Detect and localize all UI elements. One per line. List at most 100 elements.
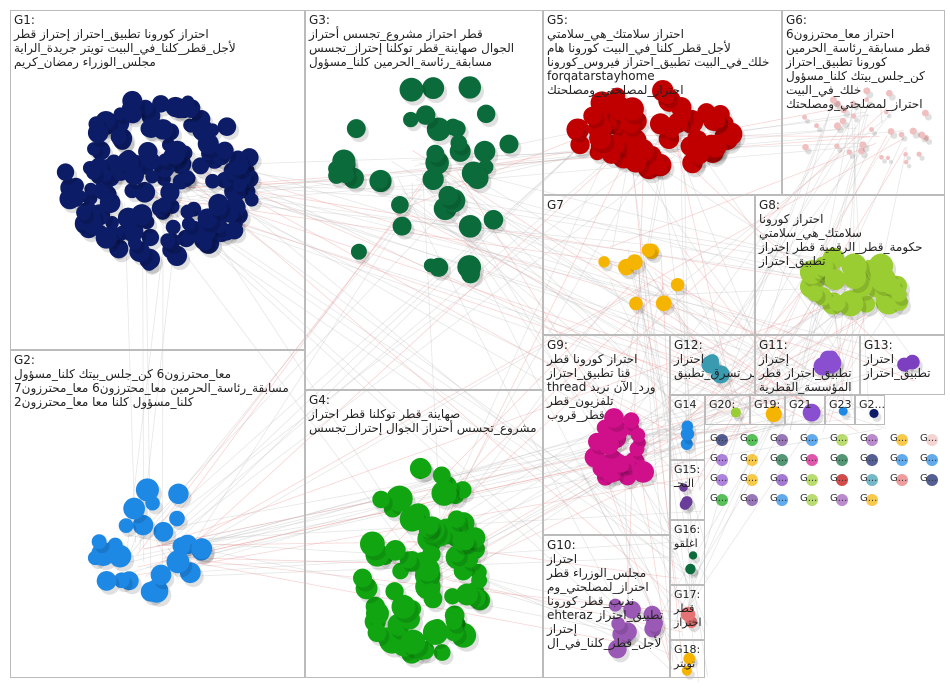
edge: [400, 209, 813, 424]
edge: [659, 276, 807, 368]
node: [833, 122, 842, 130]
group-text: G9: احتراز كورونا قطر قنا تطبيق_احتراز thre…: [547, 338, 656, 422]
group-text: G21: [789, 398, 812, 412]
node: [570, 134, 590, 155]
small-node: [746, 494, 758, 506]
small-node: [866, 434, 878, 446]
small-group-label: G...: [860, 453, 878, 464]
group-keywords: صهاينة_قطر توكلنا قطر احتراز: [309, 407, 461, 421]
small-node: [896, 434, 908, 446]
node: [244, 193, 259, 207]
small-group-label: G...: [920, 433, 938, 444]
node-shadow: [849, 153, 856, 159]
group-heading: G2...: [859, 398, 884, 412]
node: [445, 613, 463, 630]
group-heading: G3:: [309, 13, 514, 27]
node: [629, 441, 645, 457]
group-box: G4: صهاينة_قطر توكلنا قطر احتراز مشروع_تجس…: [305, 390, 543, 678]
edge: [644, 259, 868, 643]
node: [160, 233, 176, 249]
node: [399, 77, 424, 102]
small-group-label: G...: [830, 453, 848, 464]
group-text: G17: قطر احتراز: [674, 588, 702, 630]
small-group-label: G...: [710, 473, 728, 484]
node: [168, 483, 189, 505]
node: [921, 109, 929, 117]
edge: [116, 194, 422, 571]
edge: [441, 167, 687, 416]
group-nodes: [685, 551, 701, 579]
node: [499, 134, 519, 154]
small-node: [896, 454, 908, 466]
small-group-label: G...: [770, 493, 788, 504]
node: [164, 144, 186, 165]
edge: [643, 418, 852, 438]
node: [99, 192, 121, 214]
node: [118, 518, 134, 534]
node: [471, 572, 488, 589]
small-group-label: G...: [860, 433, 878, 444]
small-node: [836, 474, 848, 486]
group-label: G13:: [864, 338, 893, 352]
node: [113, 572, 130, 589]
node-shadow: [837, 147, 843, 153]
edge: [629, 410, 779, 440]
edge: [407, 203, 779, 428]
edge: [162, 177, 426, 535]
group-heading: G21: [789, 398, 812, 412]
group-keywords: نديب_قطر كورونا: [547, 594, 635, 608]
group-label: G3:: [309, 13, 330, 27]
node: [679, 499, 691, 510]
group-label: G10:: [547, 538, 576, 552]
group-keywords: مجلس_الوزراء رمضان_كريم: [14, 55, 156, 69]
node: [156, 197, 172, 213]
edge: [656, 286, 754, 416]
small-node: [836, 494, 848, 506]
edge: [403, 107, 888, 556]
group-text: G3: قطر احتراز مشروع_تجسس أحتراز الجوال صه…: [309, 13, 514, 69]
small-group-label: G...: [710, 493, 728, 504]
group-nodes: [598, 243, 688, 316]
group-label: G6:: [786, 13, 807, 27]
group-label: G5:: [547, 13, 568, 27]
small-group-label: G...: [800, 493, 818, 504]
node: [426, 144, 445, 163]
edge: [704, 155, 853, 435]
node: [56, 163, 75, 181]
node: [84, 182, 98, 196]
group-keywords: احتراز: [674, 616, 702, 629]
group-keywords: احتراز معا_محترزون6: [786, 27, 895, 41]
group-box: G6: احتراز معا_محترزون6 قطر مسابقة_رئاسة_ا…: [782, 10, 945, 195]
node: [225, 221, 244, 240]
node: [87, 142, 101, 156]
node: [850, 100, 857, 107]
edge: [641, 247, 709, 677]
group-box: G9: احتراز كورونا قطر قنا تطبيق_احتراز thre…: [543, 335, 670, 535]
node: [916, 151, 922, 157]
edge: [165, 101, 627, 536]
edge: [683, 137, 904, 618]
edge: [170, 198, 789, 411]
edge: [193, 397, 779, 560]
edge: [389, 286, 665, 549]
edge: [653, 271, 774, 405]
node: [655, 295, 672, 312]
edge: [582, 474, 672, 605]
edge: [175, 159, 857, 270]
group-label: G16:: [674, 523, 701, 536]
group-keywords: تطبيق_احتراز قطر: [759, 366, 852, 380]
node: [69, 193, 84, 207]
small-node: [716, 454, 728, 466]
edge: [180, 363, 903, 569]
group-heading: G4:: [309, 393, 537, 407]
node: [166, 245, 188, 266]
small-group-label: G...: [710, 453, 728, 464]
node: [131, 204, 153, 226]
small-group-label: G...: [740, 493, 758, 504]
node: [122, 90, 143, 111]
edge: [461, 205, 688, 416]
node: [359, 531, 385, 557]
small-node: [776, 494, 788, 506]
edge: [612, 264, 916, 382]
